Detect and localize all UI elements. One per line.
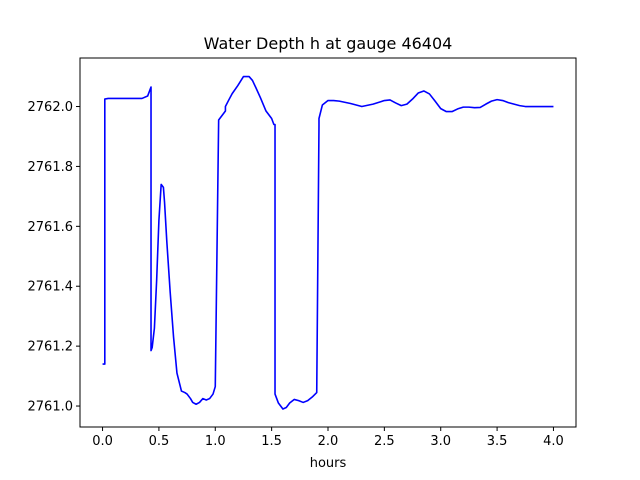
y-tick-label: 2761.8 (28, 160, 74, 175)
x-tick-label: 0.0 (92, 434, 113, 449)
plot-frame (79, 57, 577, 428)
x-tick-label: 0.5 (149, 434, 170, 449)
x-tick-label: 2.5 (374, 434, 395, 449)
x-tick-label: 1.5 (261, 434, 282, 449)
x-tick-label: 3.5 (487, 434, 508, 449)
series-line-1 (102, 75, 554, 410)
y-tick-label: 2761.4 (28, 280, 74, 295)
chart-title: Water Depth h at gauge 46404 (204, 34, 453, 53)
y-tick-label: 2761.2 (28, 340, 74, 355)
x-axis-ticks: 0.0 0.5 1.0 1.5 2.0 2.5 3.0 3.5 4.0 (92, 427, 564, 449)
y-axis-ticks: 2761.0 2761.2 2761.4 2761.6 2761.8 2762.0 (28, 100, 80, 415)
x-axis-label: hours (310, 456, 347, 471)
y-tick-label: 2761.0 (28, 400, 74, 415)
x-tick-label: 2.0 (318, 434, 339, 449)
x-tick-label: 1.0 (205, 434, 226, 449)
y-tick-label: 2762.0 (28, 100, 74, 115)
x-tick-label: 3.0 (430, 434, 451, 449)
x-tick-label: 4.0 (543, 434, 564, 449)
y-tick-label: 2761.6 (28, 220, 74, 235)
series-layer (102, 75, 554, 410)
